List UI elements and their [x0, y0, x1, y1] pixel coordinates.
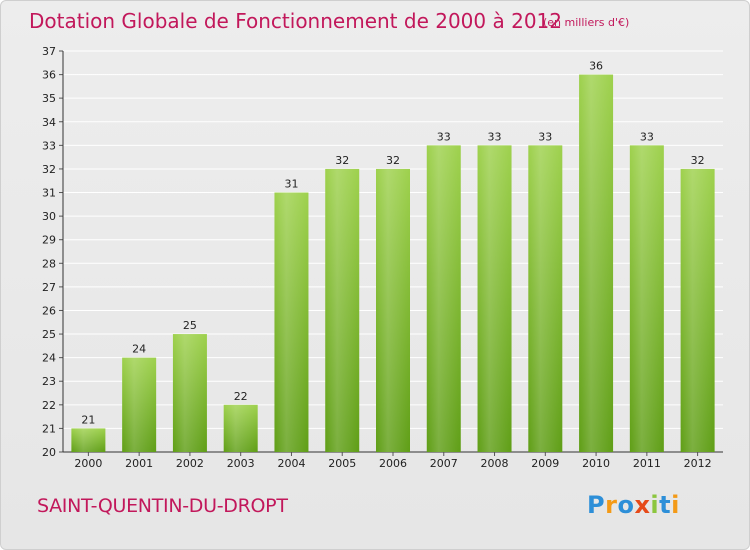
y-tick-label: 26: [42, 304, 56, 317]
bar-shine: [680, 168, 715, 453]
chart-subtitle: (en milliers d'€): [543, 16, 630, 29]
value-label: 24: [132, 343, 146, 356]
bar-shine: [71, 428, 106, 452]
y-tick-label: 21: [42, 422, 56, 435]
bar-shine: [426, 145, 461, 452]
y-tick-label: 28: [42, 257, 56, 270]
value-label: 32: [691, 154, 705, 167]
x-tick-label: 2007: [430, 457, 458, 470]
y-tick-label: 37: [42, 45, 56, 58]
bar-shine: [477, 145, 512, 452]
y-tick-label: 29: [42, 234, 56, 247]
x-tick-label: 2001: [125, 457, 153, 470]
y-tick-label: 22: [42, 399, 56, 412]
x-tick-label: 2011: [633, 457, 661, 470]
y-tick-label: 24: [42, 352, 56, 365]
y-tick-label: 27: [42, 281, 56, 294]
x-tick-label: 2002: [176, 457, 204, 470]
x-tick-label: 2005: [328, 457, 356, 470]
y-tick-label: 36: [42, 69, 56, 82]
value-label: 22: [234, 390, 248, 403]
bar-shine: [579, 74, 614, 453]
bar-shine: [376, 168, 410, 453]
chart-title: Dotation Globale de Fonctionnement de 20…: [29, 9, 562, 33]
y-tick-label: 34: [42, 116, 56, 129]
bar-shine: [325, 168, 360, 453]
bar-shine: [122, 357, 157, 452]
value-label: 33: [488, 130, 502, 143]
x-tick-label: 2010: [582, 457, 610, 470]
proxiti-logo: Proxiti: [587, 491, 680, 519]
value-label: 21: [81, 413, 95, 426]
y-tick-label: 23: [42, 375, 56, 388]
x-tick-label: 2000: [74, 457, 102, 470]
x-tick-label: 2003: [227, 457, 255, 470]
labels: 20 21 22 23 24 25 26 27 28 29 30 31 32 33 34 35 36 37 21 20…: [42, 45, 712, 470]
bar-shine: [223, 404, 258, 452]
y-tick-label: 33: [42, 139, 56, 152]
commune-name: SAINT-QUENTIN-DU-DROPT: [37, 495, 288, 517]
value-label: 36: [589, 60, 603, 73]
y-tick-label: 35: [42, 92, 56, 105]
bar-shine: [528, 145, 563, 452]
value-label: 31: [284, 178, 298, 191]
value-label: 33: [538, 130, 552, 143]
y-tick-label: 25: [42, 328, 56, 341]
value-label: 32: [386, 154, 400, 167]
x-tick-label: 2004: [277, 457, 305, 470]
bar-shine: [172, 334, 207, 452]
y-tick-label: 30: [42, 210, 56, 223]
value-label: 32: [335, 154, 349, 167]
value-label: 33: [640, 130, 654, 143]
x-tick-label: 2008: [481, 457, 509, 470]
bars: [71, 74, 715, 453]
x-tick-label: 2012: [684, 457, 712, 470]
y-tick-label: 32: [42, 163, 56, 176]
x-tick-label: 2006: [379, 457, 407, 470]
x-tick-label: 2009: [531, 457, 559, 470]
y-tick-label: 31: [42, 187, 56, 200]
y-tick-label: 20: [42, 446, 56, 459]
bar-shine: [274, 192, 309, 452]
value-label: 25: [183, 319, 197, 332]
bar-shine: [629, 145, 664, 452]
value-label: 33: [437, 130, 451, 143]
